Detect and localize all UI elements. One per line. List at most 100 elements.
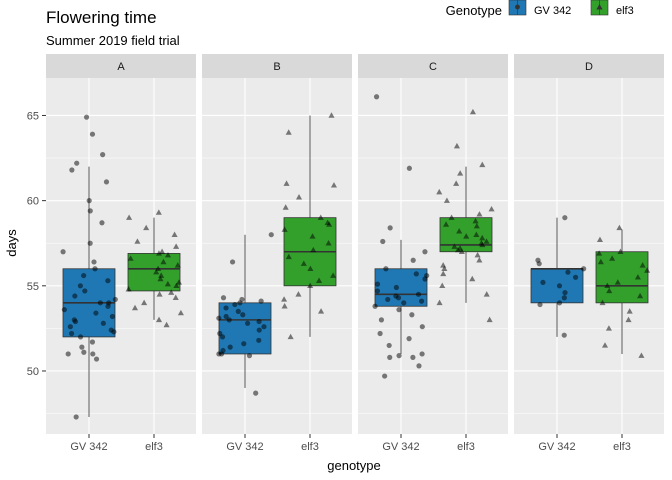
data-point (256, 318, 262, 325)
x-tick-label: elf3 (301, 441, 319, 453)
legend-label-elf3: elf3 (616, 5, 634, 17)
data-point (160, 258, 167, 265)
data-point (409, 312, 415, 318)
data-point (406, 336, 412, 342)
data-point (469, 275, 476, 282)
data-point (153, 268, 160, 275)
data-point (111, 329, 117, 335)
legend-key-gv342 (508, 0, 527, 16)
data-point (476, 211, 483, 217)
data-point (281, 303, 288, 309)
data-point (174, 262, 181, 268)
data-point (72, 293, 78, 299)
data-point (540, 279, 546, 286)
data-point (373, 94, 380, 100)
data-point (385, 296, 391, 303)
data-point (639, 262, 646, 268)
data-point (164, 280, 171, 287)
data-point (596, 250, 603, 256)
data-point (483, 291, 490, 297)
data-point (644, 267, 651, 273)
data-point (479, 234, 486, 241)
data-point (281, 226, 288, 232)
data-point (240, 312, 246, 318)
data-point (99, 220, 105, 226)
data-point (157, 275, 164, 282)
data-point (372, 303, 378, 309)
data-point (159, 248, 166, 254)
data-point (330, 182, 338, 188)
data-point (237, 300, 243, 306)
data-point (474, 251, 481, 258)
data-point (316, 277, 323, 283)
data-point (235, 308, 241, 314)
data-point (476, 257, 483, 263)
data-point (419, 324, 425, 330)
facet-panel-c: C GV 342 elf3 (358, 54, 508, 453)
data-point (556, 283, 563, 289)
box-iqr (127, 253, 181, 292)
data-point (112, 296, 118, 303)
data-point (562, 290, 568, 296)
data-point (380, 238, 386, 245)
data-point (410, 354, 416, 360)
data-point (483, 238, 490, 244)
data-point (374, 281, 381, 287)
data-point (328, 112, 335, 118)
facet-strip-label: A (117, 61, 125, 73)
facet-panel-b: B GV 342 elf3 (202, 54, 352, 453)
panel-background (358, 78, 508, 434)
data-point (606, 287, 613, 294)
data-point (143, 224, 150, 231)
data-point (216, 351, 222, 357)
facet-strip (46, 54, 196, 78)
x-tick-label: GV 342 (538, 441, 575, 453)
box-group-gv342 (60, 114, 118, 420)
x-tick-label: GV 342 (70, 441, 107, 453)
data-point (599, 299, 606, 306)
data-point (156, 291, 163, 297)
data-point (601, 342, 609, 348)
y-tick-label: 55 (27, 281, 39, 293)
data-point (72, 318, 79, 325)
data-point (77, 334, 84, 340)
data-point (453, 142, 460, 149)
data-point (456, 228, 463, 234)
data-point (597, 258, 604, 265)
data-point (472, 217, 479, 224)
x-tick-label: elf3 (457, 441, 475, 453)
data-point (244, 320, 251, 326)
data-point (86, 198, 92, 204)
data-point (158, 272, 165, 278)
data-point (173, 282, 180, 289)
data-point (89, 339, 96, 345)
data-point (605, 325, 612, 331)
data-point (268, 232, 274, 238)
data-point (486, 316, 493, 323)
data-point (451, 243, 458, 249)
facet-strip (358, 54, 508, 78)
data-point (562, 215, 568, 221)
data-point (65, 351, 71, 357)
x-tick-label: GV 342 (226, 441, 263, 453)
x-tick-label: elf3 (613, 441, 631, 453)
box-group-gv342 (530, 215, 587, 338)
data-point (406, 165, 412, 171)
data-point (310, 246, 317, 253)
data-point (256, 327, 262, 333)
data-point (93, 356, 100, 362)
data-point (536, 261, 542, 267)
data-point (387, 354, 393, 360)
data-point (448, 214, 455, 220)
data-point (386, 342, 392, 349)
data-point (81, 272, 87, 279)
data-point (443, 221, 450, 227)
facet-panel-a: A GV 342 elf3 (46, 54, 196, 453)
legend: Genotype GV 342 elf3 (446, 0, 634, 18)
data-point (441, 265, 448, 272)
data-point (73, 414, 79, 420)
y-tick-label: 50 (27, 366, 39, 378)
data-point (395, 295, 402, 301)
data-point (256, 337, 262, 343)
data-point (171, 231, 178, 237)
